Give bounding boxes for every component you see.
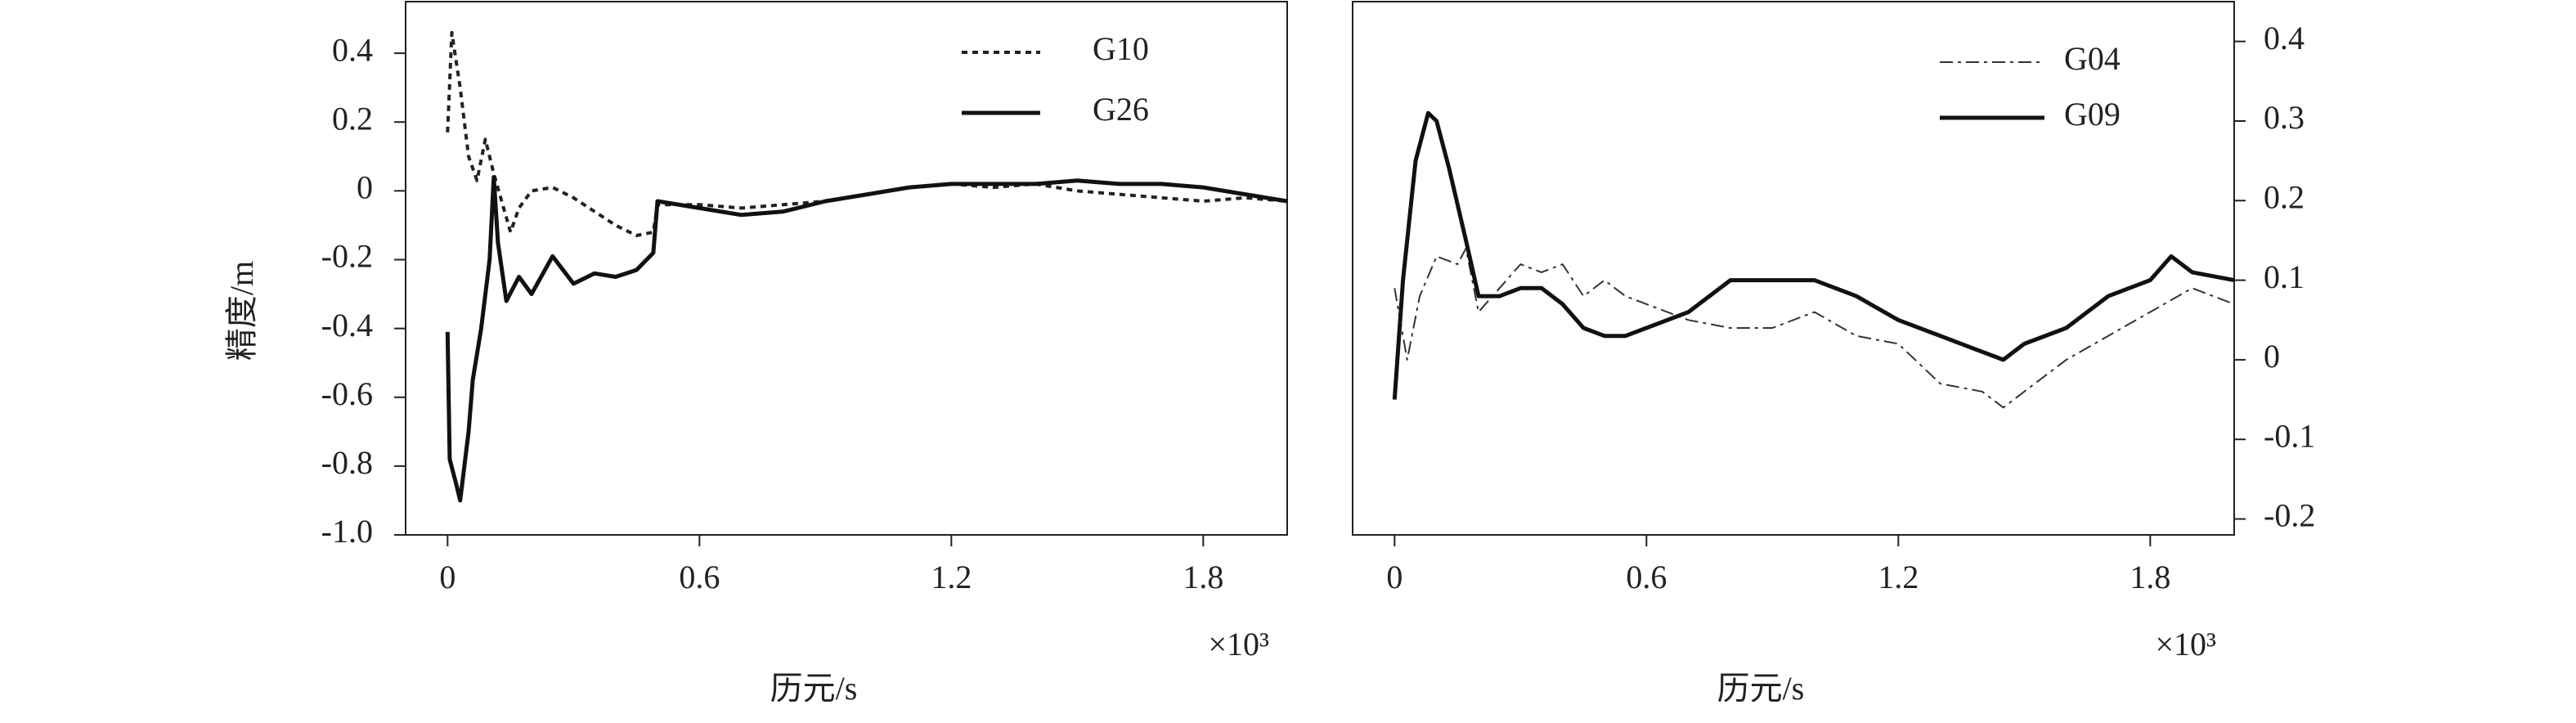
data-line: [1393, 247, 2235, 409]
x-tick-label: 0: [439, 559, 456, 595]
plot-frame: [405, 1, 1288, 536]
y-tick-label: -0.6: [321, 375, 373, 412]
y-tick-label: -0.4: [321, 307, 373, 344]
x-axis-label: 历元/s: [770, 670, 858, 707]
data-line: [445, 175, 1288, 503]
y-tick-label: -0.8: [321, 444, 373, 481]
y-tick-label: 0: [357, 169, 373, 206]
legend-label: G10: [1093, 30, 1149, 67]
x-tick-label: 1.8: [2129, 559, 2170, 595]
data-line: [1392, 110, 2235, 400]
y-tick-label: -0.1: [2264, 417, 2315, 454]
data-line: [446, 30, 1288, 237]
x-tick-label: 1.2: [1878, 559, 1919, 595]
plot-frame: [1352, 1, 2235, 536]
y-tick-label: -0.2: [321, 238, 373, 275]
y-tick-label: 0.4: [2264, 20, 2304, 56]
legend-label: G26: [1093, 91, 1149, 128]
y-tick-label: 0.2: [332, 100, 373, 137]
x-tick-label: 0.6: [679, 559, 720, 595]
x-tick-label: 0: [1386, 559, 1402, 595]
y-axis-label: 精度/m: [223, 261, 260, 361]
y-tick-label: 0.2: [2264, 178, 2304, 215]
x-axis-label: 历元/s: [1717, 670, 1805, 707]
y-tick-label: 0.1: [2264, 258, 2304, 295]
x-multiplier: ×10³: [1208, 626, 1269, 662]
y-tick-label: -1.0: [321, 513, 373, 550]
x-tick-label: 1.2: [931, 559, 972, 595]
y-tick-label: 0: [2264, 338, 2280, 375]
x-tick-label: 1.8: [1183, 559, 1223, 595]
x-tick-label: 0.6: [1626, 559, 1667, 595]
legend-label: G09: [2064, 96, 2120, 132]
x-multiplier: ×10³: [2155, 626, 2216, 662]
y-tick-label: -0.2: [2264, 497, 2315, 534]
y-tick-label: 0.3: [2264, 99, 2304, 136]
legend-label: G04: [2064, 40, 2120, 77]
y-tick-label: 0.4: [332, 31, 373, 68]
